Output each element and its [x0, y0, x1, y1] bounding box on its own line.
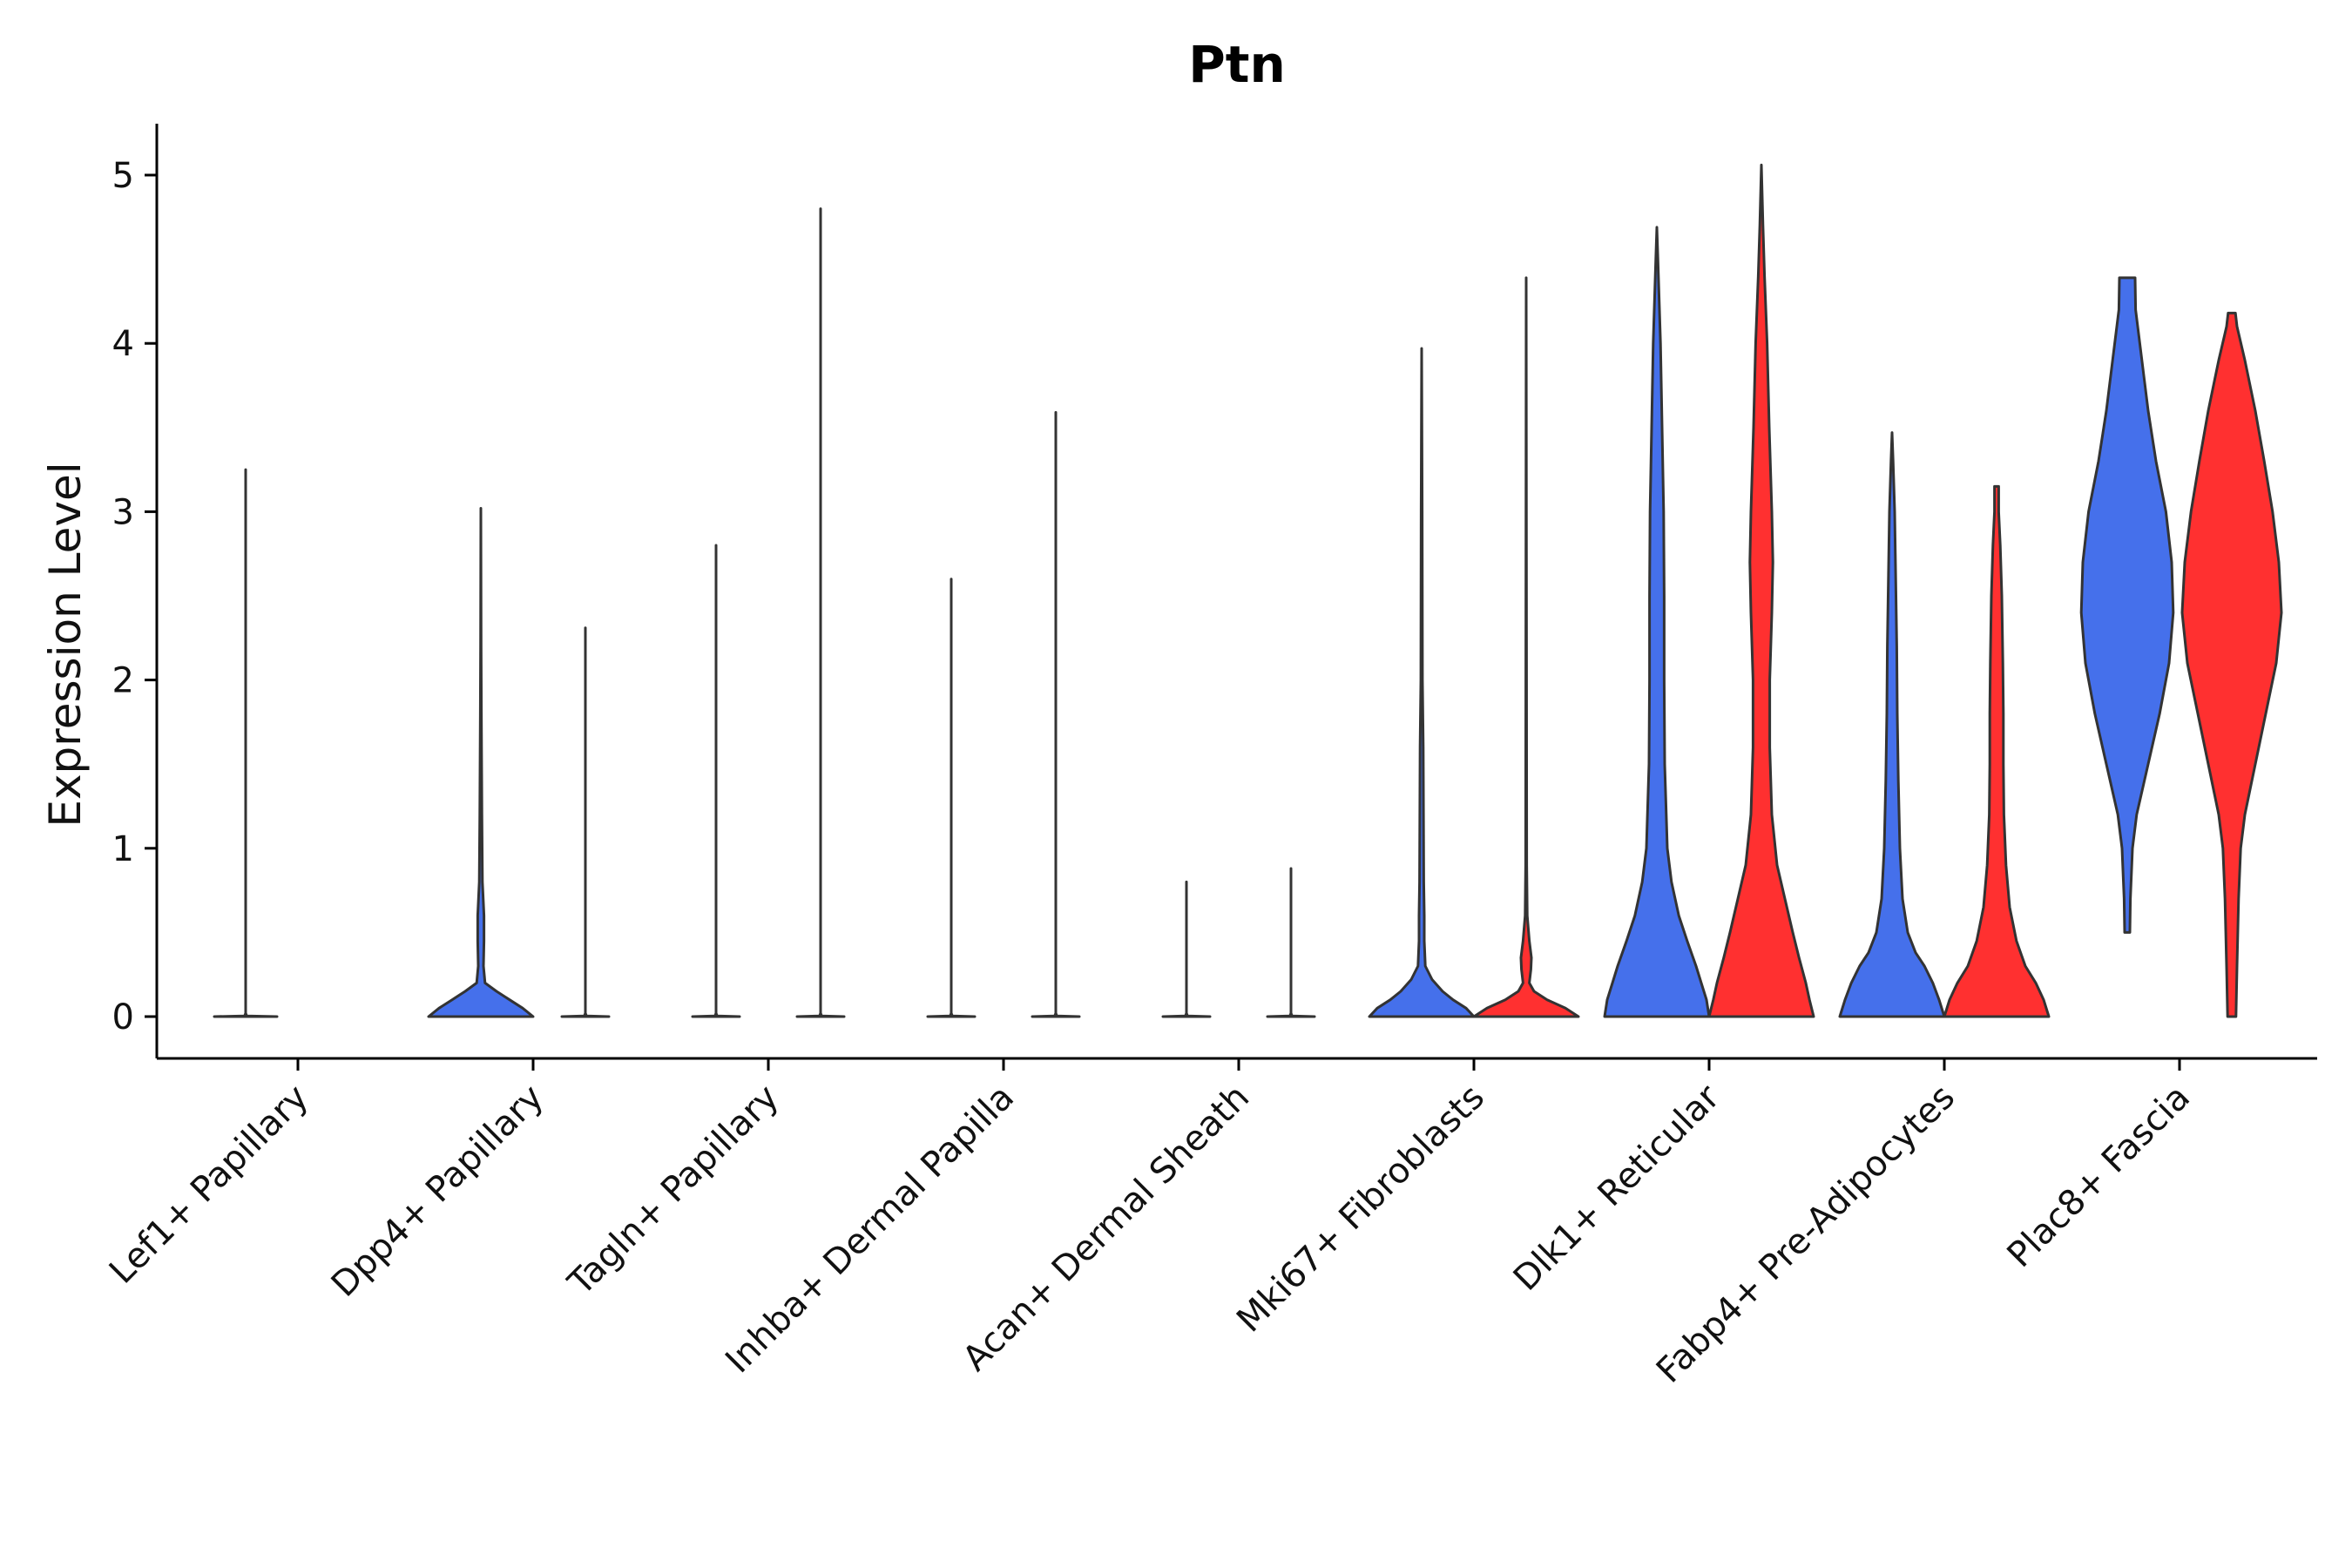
x-tick-label: Dpp4+ Papillary [324, 1078, 551, 1305]
violin-tagln-papillary-1 [691, 544, 741, 1018]
violin-fabp4-pre-adipocytes-2 [1943, 484, 2051, 1018]
x-tick-label: Plac8+ Fascia [2000, 1078, 2199, 1276]
x-tick-label: Dlk1+ Reticular [1506, 1077, 1728, 1299]
y-tick-label: 2 [112, 661, 134, 701]
y-tick-label: 5 [112, 156, 134, 196]
x-axis-ticks: Lef1+ Papillary Dpp4+ Papillary Tagln+ Pap… [102, 1058, 2198, 1391]
y-tick-label: 3 [112, 492, 134, 532]
violin-inhba-dermal-papilla-1 [926, 578, 977, 1018]
violin-dpp4-papillary-2 [560, 626, 611, 1018]
x-tick-label: Lef1+ Papillary [102, 1078, 316, 1292]
y-tick-label: 1 [112, 829, 134, 869]
y-tick-label: 4 [112, 324, 134, 364]
y-tick-label: 0 [112, 997, 134, 1037]
violin-acan-dermal-sheath-2 [1266, 867, 1316, 1018]
violin-dlk1-reticular-1 [1603, 226, 1711, 1018]
violin-tagln-papillary-2 [795, 207, 846, 1018]
violin-fabp4-pre-adipocytes-1 [1838, 431, 1946, 1018]
x-tick-label: Mki67+ Fibroblasts [1229, 1078, 1492, 1341]
y-axis-label: Expression Level [40, 462, 91, 827]
chart-title: Ptn [1188, 35, 1286, 94]
violin-plac8-fascia-1 [2079, 276, 2175, 934]
violin-mki67-fibroblasts-2 [1472, 276, 1580, 1018]
violin-mki67-fibroblasts-1 [1368, 347, 1476, 1018]
violin-plac8-fascia-2 [2180, 311, 2283, 1018]
violin-dlk1-reticular-2 [1707, 163, 1815, 1018]
violin-inhba-dermal-papilla-2 [1031, 410, 1081, 1018]
violin-dpp4-papillary-1 [427, 507, 535, 1018]
violin-group [213, 163, 2283, 1018]
violin-lef1-papillary-1 [213, 468, 279, 1018]
y-axis-ticks: 0 1 2 3 4 5 [112, 156, 157, 1037]
violin-acan-dermal-sheath-1 [1161, 880, 1212, 1018]
x-tick-label: Tagln+ Papillary [560, 1078, 787, 1304]
